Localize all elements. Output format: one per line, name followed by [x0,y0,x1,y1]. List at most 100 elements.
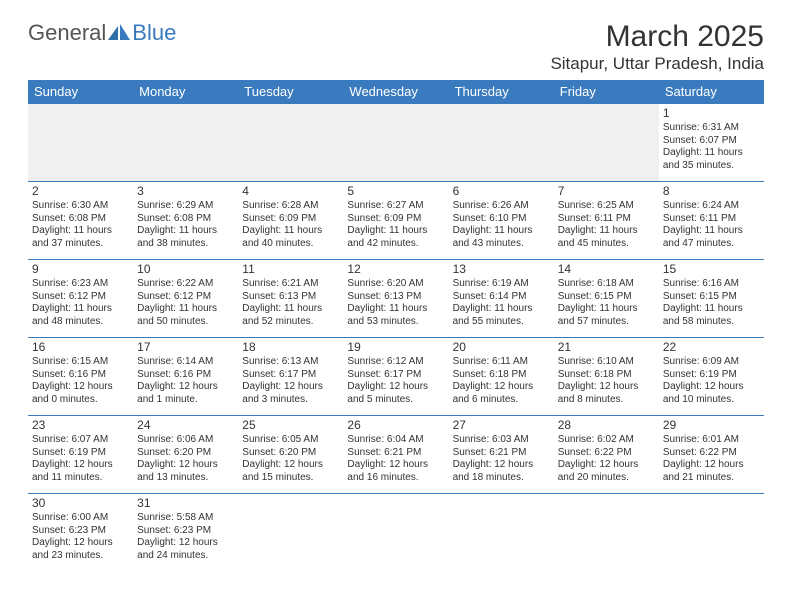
day-number: 4 [242,184,339,199]
daylight-text: Daylight: 12 hours and 11 minutes. [32,459,129,484]
sunrise-text: Sunrise: 6:03 AM [453,434,550,447]
sunrise-text: Sunrise: 6:27 AM [347,200,444,213]
daylight-text: Daylight: 11 hours and 53 minutes. [347,303,444,328]
day-number: 2 [32,184,129,199]
calendar-cell: 29Sunrise: 6:01 AMSunset: 6:22 PMDayligh… [659,416,764,494]
sunset-text: Sunset: 6:17 PM [242,369,339,382]
sunset-text: Sunset: 6:08 PM [32,213,129,226]
day-number: 29 [663,418,760,433]
day-number: 22 [663,340,760,355]
sunrise-text: Sunrise: 6:09 AM [663,356,760,369]
calendar-header-row: SundayMondayTuesdayWednesdayThursdayFrid… [28,80,764,104]
calendar-cell: 6Sunrise: 6:26 AMSunset: 6:10 PMDaylight… [449,182,554,260]
calendar-cell [238,494,343,572]
sunrise-text: Sunrise: 5:58 AM [137,512,234,525]
calendar-cell: 7Sunrise: 6:25 AMSunset: 6:11 PMDaylight… [554,182,659,260]
sunrise-text: Sunrise: 6:28 AM [242,200,339,213]
calendar-cell: 3Sunrise: 6:29 AMSunset: 6:08 PMDaylight… [133,182,238,260]
calendar-week: 23Sunrise: 6:07 AMSunset: 6:19 PMDayligh… [28,416,764,494]
daylight-text: Daylight: 11 hours and 43 minutes. [453,225,550,250]
sunset-text: Sunset: 6:17 PM [347,369,444,382]
calendar-cell: 23Sunrise: 6:07 AMSunset: 6:19 PMDayligh… [28,416,133,494]
sunset-text: Sunset: 6:11 PM [558,213,655,226]
day-number: 3 [137,184,234,199]
calendar-cell: 4Sunrise: 6:28 AMSunset: 6:09 PMDaylight… [238,182,343,260]
sunset-text: Sunset: 6:20 PM [242,447,339,460]
day-number: 18 [242,340,339,355]
sunset-text: Sunset: 6:09 PM [242,213,339,226]
day-header: Monday [133,80,238,104]
daylight-text: Daylight: 12 hours and 23 minutes. [32,537,129,562]
daylight-text: Daylight: 12 hours and 3 minutes. [242,381,339,406]
page-title: March 2025 [550,20,764,54]
day-number: 24 [137,418,234,433]
sunrise-text: Sunrise: 6:12 AM [347,356,444,369]
sunrise-text: Sunrise: 6:14 AM [137,356,234,369]
sunrise-text: Sunrise: 6:30 AM [32,200,129,213]
calendar-cell [449,104,554,182]
calendar-cell: 10Sunrise: 6:22 AMSunset: 6:12 PMDayligh… [133,260,238,338]
daylight-text: Daylight: 11 hours and 40 minutes. [242,225,339,250]
calendar-cell [343,104,448,182]
daylight-text: Daylight: 11 hours and 58 minutes. [663,303,760,328]
sunrise-text: Sunrise: 6:19 AM [453,278,550,291]
logo: General Blue [28,20,176,46]
daylight-text: Daylight: 12 hours and 18 minutes. [453,459,550,484]
day-number: 17 [137,340,234,355]
sunrise-text: Sunrise: 6:22 AM [137,278,234,291]
sunrise-text: Sunrise: 6:29 AM [137,200,234,213]
sunrise-text: Sunrise: 6:11 AM [453,356,550,369]
calendar-week: 2Sunrise: 6:30 AMSunset: 6:08 PMDaylight… [28,182,764,260]
calendar-table: SundayMondayTuesdayWednesdayThursdayFrid… [28,80,764,572]
daylight-text: Daylight: 11 hours and 50 minutes. [137,303,234,328]
calendar-week: 30Sunrise: 6:00 AMSunset: 6:23 PMDayligh… [28,494,764,572]
day-number: 21 [558,340,655,355]
calendar-cell [659,494,764,572]
daylight-text: Daylight: 12 hours and 13 minutes. [137,459,234,484]
sunrise-text: Sunrise: 6:15 AM [32,356,129,369]
sunrise-text: Sunrise: 6:25 AM [558,200,655,213]
calendar-cell: 2Sunrise: 6:30 AMSunset: 6:08 PMDaylight… [28,182,133,260]
calendar-week: 16Sunrise: 6:15 AMSunset: 6:16 PMDayligh… [28,338,764,416]
sunset-text: Sunset: 6:22 PM [558,447,655,460]
day-number: 23 [32,418,129,433]
sunrise-text: Sunrise: 6:16 AM [663,278,760,291]
calendar-cell: 30Sunrise: 6:00 AMSunset: 6:23 PMDayligh… [28,494,133,572]
daylight-text: Daylight: 11 hours and 57 minutes. [558,303,655,328]
daylight-text: Daylight: 11 hours and 35 minutes. [663,147,760,172]
sunset-text: Sunset: 6:13 PM [242,291,339,304]
day-number: 5 [347,184,444,199]
sunrise-text: Sunrise: 6:02 AM [558,434,655,447]
logo-text-2: Blue [132,20,176,46]
daylight-text: Daylight: 11 hours and 42 minutes. [347,225,444,250]
calendar-cell: 1Sunrise: 6:31 AMSunset: 6:07 PMDaylight… [659,104,764,182]
sunrise-text: Sunrise: 6:06 AM [137,434,234,447]
sunset-text: Sunset: 6:21 PM [347,447,444,460]
sunset-text: Sunset: 6:15 PM [558,291,655,304]
sunset-text: Sunset: 6:23 PM [32,525,129,538]
day-number: 1 [663,106,760,121]
day-header: Tuesday [238,80,343,104]
calendar-cell: 17Sunrise: 6:14 AMSunset: 6:16 PMDayligh… [133,338,238,416]
sunrise-text: Sunrise: 6:23 AM [32,278,129,291]
calendar-cell: 28Sunrise: 6:02 AMSunset: 6:22 PMDayligh… [554,416,659,494]
calendar-cell: 9Sunrise: 6:23 AMSunset: 6:12 PMDaylight… [28,260,133,338]
sunrise-text: Sunrise: 6:26 AM [453,200,550,213]
calendar-cell [343,494,448,572]
day-number: 15 [663,262,760,277]
calendar-cell: 15Sunrise: 6:16 AMSunset: 6:15 PMDayligh… [659,260,764,338]
sunset-text: Sunset: 6:15 PM [663,291,760,304]
daylight-text: Daylight: 11 hours and 48 minutes. [32,303,129,328]
sunrise-text: Sunrise: 6:05 AM [242,434,339,447]
day-header: Saturday [659,80,764,104]
sunset-text: Sunset: 6:14 PM [453,291,550,304]
sunrise-text: Sunrise: 6:01 AM [663,434,760,447]
calendar-cell: 20Sunrise: 6:11 AMSunset: 6:18 PMDayligh… [449,338,554,416]
sunset-text: Sunset: 6:08 PM [137,213,234,226]
sunset-text: Sunset: 6:12 PM [32,291,129,304]
sunrise-text: Sunrise: 6:13 AM [242,356,339,369]
daylight-text: Daylight: 12 hours and 0 minutes. [32,381,129,406]
sunset-text: Sunset: 6:12 PM [137,291,234,304]
day-header: Friday [554,80,659,104]
sunrise-text: Sunrise: 6:21 AM [242,278,339,291]
